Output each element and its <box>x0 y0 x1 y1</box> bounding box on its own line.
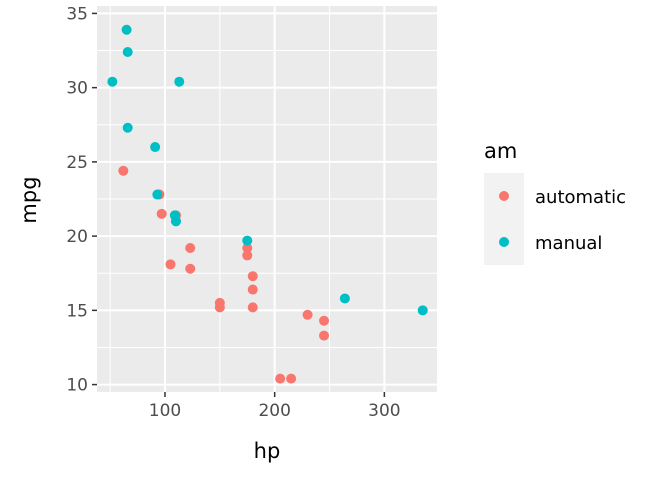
data-point-automatic <box>242 242 253 253</box>
data-point-manual <box>417 305 428 316</box>
y-tick-label: 20 <box>66 227 88 247</box>
data-point-automatic <box>165 259 176 270</box>
x-tick-label: 300 <box>368 401 400 421</box>
legend-label-manual: manual <box>535 233 602 254</box>
data-point-automatic <box>286 373 297 384</box>
y-tick-label: 10 <box>66 376 88 396</box>
legend: am automatic manual <box>484 139 626 265</box>
legend-marker-manual <box>499 237 509 247</box>
data-point-automatic <box>156 208 167 219</box>
data-point-automatic <box>185 242 196 253</box>
data-point-manual <box>122 122 133 133</box>
major-gridlines <box>97 6 437 392</box>
data-point-manual <box>169 210 180 221</box>
y-tick-label: 15 <box>66 301 88 321</box>
data-point-manual <box>122 47 133 58</box>
y-axis-title: mpg <box>17 176 41 223</box>
legend-marker-automatic <box>499 191 509 201</box>
data-point-automatic <box>185 263 196 274</box>
data-point-automatic <box>118 165 129 176</box>
y-tick-label: 35 <box>66 4 88 24</box>
data-points <box>107 24 428 384</box>
data-point-manual <box>339 293 350 304</box>
y-tick-label: 30 <box>66 79 88 99</box>
x-axis-title: hp <box>254 439 281 463</box>
data-point-automatic <box>247 284 258 295</box>
data-point-automatic <box>247 271 258 282</box>
data-point-manual <box>152 189 163 200</box>
minor-gridlines <box>97 6 437 392</box>
data-point-manual <box>107 76 118 87</box>
data-point-manual <box>242 235 253 246</box>
data-point-automatic <box>247 302 258 313</box>
data-point-automatic <box>214 302 225 313</box>
axes: 100 200 300 10 15 20 25 30 35 <box>66 4 400 421</box>
legend-title: am <box>484 139 517 163</box>
data-point-automatic <box>242 250 253 261</box>
x-tick-label: 200 <box>258 401 290 421</box>
data-point-automatic <box>319 330 330 341</box>
data-point-automatic <box>319 315 330 326</box>
legend-label-automatic: automatic <box>535 187 626 208</box>
data-point-manual <box>150 142 161 153</box>
data-point-manual <box>121 24 132 35</box>
x-tick-label: 100 <box>149 401 181 421</box>
data-point-automatic <box>302 309 313 320</box>
data-point-manual <box>174 76 185 87</box>
y-tick-label: 25 <box>66 153 88 173</box>
data-point-automatic <box>275 373 286 384</box>
